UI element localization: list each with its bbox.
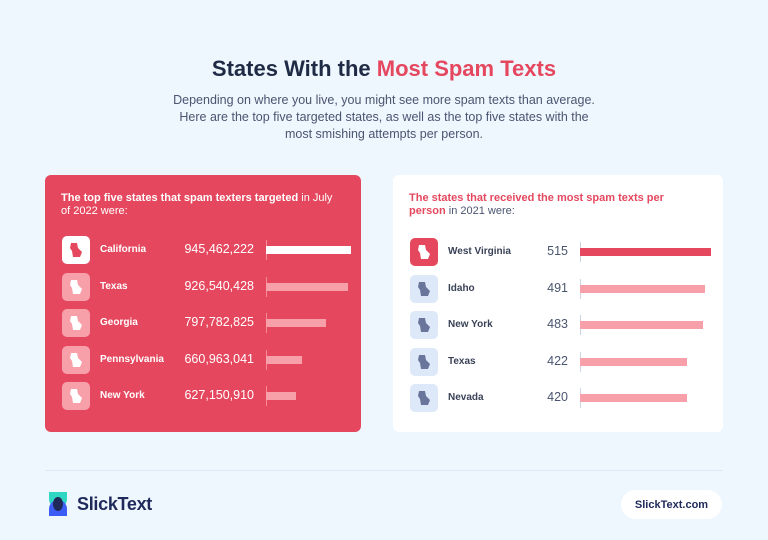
data-label: 491 <box>547 280 568 295</box>
title-highlight: Most Spam Texts <box>376 56 557 81</box>
chart-row: Texas 422 <box>393 347 723 376</box>
page-title: States With the Most Spam Texts <box>211 56 557 81</box>
chart-row: West Virginia 515 <box>393 238 723 266</box>
slicktext-logo-icon <box>49 492 67 516</box>
data-label: 797,782,825 <box>184 315 254 329</box>
per-person-states-card: The states that received the most spam t… <box>393 175 723 432</box>
category-label: Idaho <box>448 282 475 294</box>
data-label: 945,462,222 <box>184 242 254 256</box>
chart-row: New York 627,150,910 <box>45 382 361 410</box>
data-label: 926,540,428 <box>184 278 254 293</box>
data-label: 660,963,041 <box>184 351 254 366</box>
category-label: Texas <box>100 280 128 292</box>
georgia-icon <box>62 309 90 337</box>
bar <box>266 355 303 364</box>
bar <box>580 248 711 256</box>
category-label: New York <box>448 319 493 330</box>
category-label: Pennsylvania <box>100 353 164 365</box>
bar <box>266 319 326 327</box>
top-targeted-states-card: The top five states that spam texters ta… <box>45 175 361 432</box>
category-label: Georgia <box>100 317 138 328</box>
chart-row: Pennsylvania 660,963,041 <box>45 345 361 374</box>
category-label: New York <box>100 390 145 401</box>
data-label: 420 <box>547 390 568 404</box>
data-label: 422 <box>547 353 568 368</box>
chart-row: California 945,462,222 <box>45 236 361 264</box>
new-york-icon <box>410 311 438 339</box>
pennsylvania-icon <box>62 345 90 374</box>
divider <box>45 470 723 471</box>
bar <box>266 282 348 291</box>
chart-row: Idaho 491 <box>393 274 723 303</box>
california-icon <box>62 236 90 264</box>
new-york-icon <box>62 382 90 410</box>
data-label: 483 <box>547 317 568 331</box>
page-subtitle: Depending on where you live, you might s… <box>173 93 595 141</box>
slicktext-logo: SlickText <box>45 490 152 518</box>
website-link[interactable]: SlickText.com <box>621 490 722 519</box>
bar <box>266 392 297 400</box>
category-label: California <box>100 244 147 255</box>
bar <box>580 357 688 366</box>
idaho-icon <box>410 274 438 303</box>
west-virginia-icon <box>410 238 438 266</box>
nevada-icon <box>410 384 438 412</box>
category-label: Texas <box>448 355 476 367</box>
bar <box>580 284 705 293</box>
category-label: West Virginia <box>448 246 511 257</box>
bar <box>580 321 703 329</box>
chart-row: Texas 926,540,428 <box>45 272 361 301</box>
card-heading: The top five states that spam texters ta… <box>61 192 333 217</box>
bar <box>580 394 687 402</box>
texas-icon <box>62 272 90 301</box>
data-label: 515 <box>547 244 568 258</box>
category-label: Nevada <box>448 392 484 403</box>
texas-icon <box>410 347 438 376</box>
chart-row: Nevada 420 <box>393 384 723 412</box>
chart-row: New York 483 <box>393 311 723 339</box>
chart-row: Georgia 797,782,825 <box>45 309 361 337</box>
data-label: 627,150,910 <box>184 388 254 402</box>
bar <box>266 246 351 254</box>
card-heading: The states that received the most spam t… <box>409 192 664 217</box>
